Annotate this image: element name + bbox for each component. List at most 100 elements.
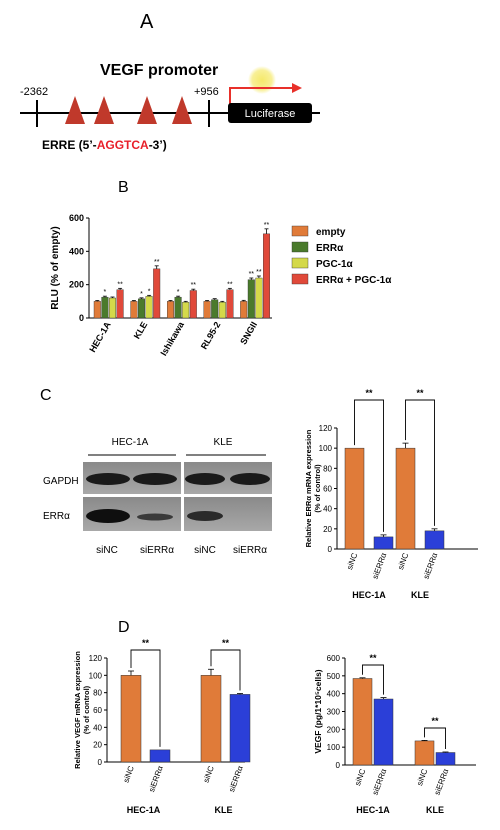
y-tick-label: 20 bbox=[323, 525, 332, 534]
panel-label-d: D bbox=[118, 619, 130, 636]
y-tick-label: 80 bbox=[323, 464, 332, 473]
significance-bracket bbox=[362, 664, 384, 695]
bar-label: siNC bbox=[201, 764, 215, 784]
y-tick-label: 20 bbox=[93, 741, 102, 750]
bar bbox=[218, 301, 226, 319]
blot-band bbox=[86, 473, 130, 485]
bar bbox=[108, 297, 116, 319]
y-tick-label: 600 bbox=[69, 213, 84, 223]
group-label: KLE bbox=[215, 805, 233, 815]
y-tick-label: 500 bbox=[327, 672, 341, 681]
bar bbox=[255, 277, 263, 319]
blot-lane-label: siNC bbox=[96, 545, 118, 556]
light-glow bbox=[248, 66, 276, 94]
blot-band bbox=[230, 473, 270, 485]
bar bbox=[373, 698, 394, 766]
bar-label: siERRα bbox=[147, 764, 165, 793]
legend-swatch bbox=[291, 241, 309, 253]
blot-band bbox=[187, 511, 223, 521]
bar-label: siERRα bbox=[433, 767, 451, 796]
significance-mark: ** bbox=[154, 259, 160, 266]
category-label: Ishikawa bbox=[159, 319, 187, 357]
bar bbox=[116, 289, 124, 319]
y-tick-label: 40 bbox=[323, 505, 332, 514]
bar bbox=[352, 678, 373, 766]
legend-swatch bbox=[291, 257, 309, 269]
y-tick-label: 60 bbox=[323, 485, 332, 494]
y-tick-label: 200 bbox=[327, 725, 341, 734]
bar bbox=[120, 675, 142, 763]
significance-mark: ** bbox=[142, 638, 150, 648]
significance-mark: ** bbox=[365, 388, 373, 398]
significance-mark: ** bbox=[431, 716, 439, 726]
y-tick-label: 0 bbox=[328, 545, 333, 554]
bar bbox=[373, 536, 394, 550]
erre-suffix: -3’) bbox=[149, 138, 167, 152]
erre-triangle bbox=[172, 96, 192, 124]
bar bbox=[182, 301, 190, 319]
significance-mark: * bbox=[148, 288, 151, 295]
significance-mark: ** bbox=[249, 271, 255, 278]
significance-bracket bbox=[405, 399, 435, 526]
y-tick-label: 200 bbox=[69, 280, 84, 290]
bar bbox=[240, 301, 248, 319]
erre-sequence: AGGTCA bbox=[97, 138, 149, 152]
panel-label-c: C bbox=[40, 387, 52, 404]
bar bbox=[424, 530, 445, 550]
legend-label: ERRα + PGC-1α bbox=[316, 275, 392, 286]
bar-label: siERRα bbox=[227, 764, 245, 793]
bar bbox=[137, 298, 145, 319]
erre-triangle bbox=[65, 96, 85, 124]
legend-label: empty bbox=[316, 227, 346, 238]
legend-label: ERRα bbox=[316, 243, 344, 254]
bar-label: siERRα bbox=[422, 551, 440, 580]
bar bbox=[174, 296, 182, 319]
bar bbox=[200, 675, 222, 763]
y-tick-label: 40 bbox=[93, 723, 102, 732]
blot-cellline-1: HEC-1A bbox=[112, 437, 149, 448]
significance-bracket bbox=[130, 649, 161, 747]
bar bbox=[101, 296, 109, 319]
bar bbox=[211, 299, 219, 319]
significance-mark: * bbox=[104, 289, 107, 296]
blot-row-label-1: GAPDH bbox=[43, 476, 79, 487]
promoter-title: VEGF promoter bbox=[100, 62, 218, 79]
erre-triangle bbox=[94, 96, 114, 124]
bar bbox=[435, 752, 456, 766]
y-tick-label: 100 bbox=[327, 743, 341, 752]
blot-row-label-2: ERRα bbox=[43, 511, 70, 522]
group-label: HEC-1A bbox=[127, 805, 161, 815]
y-tick-label: 600 bbox=[327, 654, 341, 663]
y-tick-label: 0 bbox=[336, 761, 341, 770]
legend-swatch bbox=[291, 225, 309, 237]
bar-label: siNC bbox=[353, 767, 367, 787]
significance-mark: ** bbox=[222, 638, 230, 648]
y-axis-label: Relative VEGF mRNA expression bbox=[73, 651, 82, 769]
transcription-arrow-head bbox=[292, 83, 302, 93]
luciferase-box bbox=[228, 103, 312, 123]
significance-mark: * bbox=[140, 291, 143, 298]
significance-mark: ** bbox=[227, 281, 233, 288]
western-blot: HEC-1A KLE GAPDH ERRα siNC siERRα siNC s… bbox=[43, 437, 272, 556]
category-label: RL95-2 bbox=[199, 320, 223, 351]
bar-label: siNC bbox=[345, 551, 359, 571]
transcription-start-arrow bbox=[229, 87, 292, 104]
bar bbox=[414, 740, 435, 766]
bar bbox=[153, 268, 161, 319]
y-tick-label: 100 bbox=[319, 444, 333, 453]
bar-label: siNC bbox=[121, 764, 135, 784]
legend-swatch bbox=[291, 273, 309, 285]
blot-band bbox=[86, 509, 130, 523]
blot-cellline-2: KLE bbox=[214, 437, 233, 448]
category-label: KLE bbox=[132, 320, 150, 341]
y-tick-label: 80 bbox=[93, 689, 102, 698]
y-tick-label: 0 bbox=[98, 758, 103, 767]
significance-bracket bbox=[210, 649, 241, 691]
luciferase-label: Luciferase bbox=[245, 108, 296, 120]
significance-mark: ** bbox=[416, 388, 424, 398]
y-tick-label: 60 bbox=[93, 706, 102, 715]
bar-label: siNC bbox=[415, 767, 429, 787]
y-tick-label: 0 bbox=[79, 313, 84, 323]
